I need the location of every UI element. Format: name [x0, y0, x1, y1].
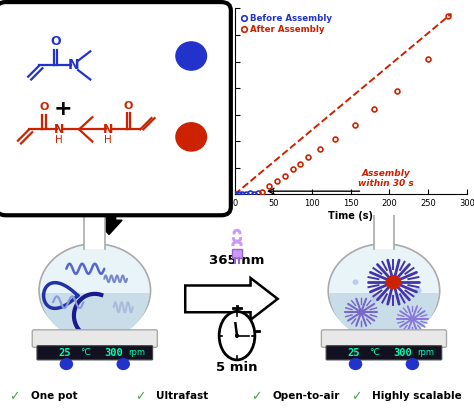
Text: rpm: rpm: [417, 348, 434, 357]
Circle shape: [353, 280, 358, 284]
Circle shape: [386, 276, 401, 288]
Text: ✓: ✓: [9, 390, 20, 403]
Text: N: N: [103, 123, 113, 136]
FancyArrow shape: [185, 278, 278, 320]
FancyBboxPatch shape: [232, 249, 242, 258]
Text: 25: 25: [58, 348, 71, 358]
Circle shape: [371, 296, 378, 302]
Text: One pot: One pot: [31, 391, 77, 401]
Text: Highly scalable: Highly scalable: [372, 391, 462, 401]
Text: N: N: [68, 59, 79, 72]
Text: O: O: [124, 101, 133, 110]
Text: H: H: [55, 135, 63, 145]
Text: O: O: [50, 35, 61, 48]
Text: °C: °C: [80, 348, 91, 357]
Text: Open-to-air: Open-to-air: [273, 391, 340, 401]
Text: O: O: [39, 102, 49, 112]
Circle shape: [176, 42, 207, 70]
Ellipse shape: [328, 244, 440, 337]
Legend: Before Assembly, After Assembly: Before Assembly, After Assembly: [239, 13, 334, 36]
FancyBboxPatch shape: [321, 330, 447, 347]
Circle shape: [415, 288, 421, 293]
FancyBboxPatch shape: [32, 330, 157, 347]
Bar: [84, 209, 105, 249]
Text: H: H: [104, 135, 112, 145]
Text: rpm: rpm: [128, 348, 145, 357]
Circle shape: [236, 334, 238, 337]
Wedge shape: [41, 293, 149, 341]
Text: ✓: ✓: [251, 390, 262, 403]
Text: 5 min: 5 min: [216, 361, 258, 374]
Text: +: +: [54, 99, 72, 119]
Y-axis label: ln[M]$_0$/[M]: ln[M]$_0$/[M]: [200, 76, 214, 127]
Circle shape: [219, 311, 255, 360]
FancyArrow shape: [96, 203, 122, 234]
Text: 25: 25: [347, 348, 360, 358]
Circle shape: [406, 359, 419, 370]
Ellipse shape: [39, 244, 151, 337]
Text: ✓: ✓: [135, 390, 146, 403]
Text: °C: °C: [369, 348, 380, 357]
Circle shape: [349, 359, 362, 370]
Text: ✓: ✓: [351, 390, 361, 403]
Text: N: N: [54, 123, 64, 136]
Circle shape: [60, 359, 73, 370]
Bar: [374, 209, 394, 249]
Circle shape: [117, 359, 129, 370]
Wedge shape: [330, 293, 438, 341]
Text: 365 nm: 365 nm: [210, 254, 264, 267]
Text: Ultrafast: Ultrafast: [156, 391, 209, 401]
Circle shape: [176, 123, 207, 151]
FancyBboxPatch shape: [37, 346, 153, 360]
FancyBboxPatch shape: [326, 346, 442, 360]
Text: 300: 300: [104, 348, 123, 358]
Text: 300: 300: [393, 348, 412, 358]
X-axis label: Time (s): Time (s): [328, 211, 373, 221]
Text: Assembly
within 30 s: Assembly within 30 s: [358, 168, 413, 188]
